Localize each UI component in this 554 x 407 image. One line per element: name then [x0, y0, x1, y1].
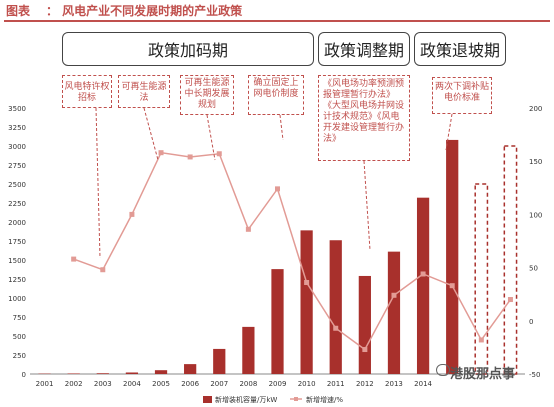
- policy-management-measures: 《风电场功率预测预报管理暂行办法》《大型风电场并网设计技术规范》《风电开发建设管…: [318, 75, 410, 161]
- policy-leader-line: [445, 113, 453, 151]
- policy-long-term-plan: 可再生能源中长期发展规划: [180, 75, 234, 115]
- y-tick-label: 1750: [8, 238, 26, 246]
- policy-leader-line: [143, 107, 159, 161]
- bar: [242, 326, 255, 374]
- x-tick-label: 2001: [36, 380, 54, 388]
- line-point: [187, 154, 193, 160]
- x-tick-label: 2003: [94, 380, 112, 388]
- y2-tick-label: 150: [529, 158, 542, 166]
- line-point: [129, 211, 135, 217]
- line-point: [333, 325, 339, 331]
- line-point: [391, 292, 397, 298]
- line-point: [449, 283, 455, 289]
- bar: [154, 370, 168, 374]
- y-tick-label: 2750: [8, 162, 26, 170]
- y-tick-label: 2000: [8, 219, 26, 227]
- line-point: [71, 256, 77, 262]
- bar: [184, 364, 197, 374]
- x-tick-label: 2010: [298, 380, 316, 388]
- bar: [358, 275, 371, 374]
- x-tick-label: 2008: [239, 380, 257, 388]
- line-point: [158, 150, 164, 156]
- watermark: 港股那点事: [450, 367, 516, 382]
- y-tick-label: 0: [22, 371, 26, 379]
- policy-leader-line: [95, 107, 101, 259]
- x-tick-label: 2006: [181, 380, 199, 388]
- x-tick-label: 2011: [327, 380, 345, 388]
- figure-title: ： 风电产业不同发展时期的产业政策: [46, 4, 243, 18]
- figure-label: 图表: [6, 4, 31, 18]
- line-point: [304, 279, 310, 285]
- policy-subsidy-cut: 两次下调补贴电价标准: [432, 77, 492, 114]
- y-tick-label: 1500: [8, 257, 26, 265]
- x-tick-label: 2012: [356, 380, 374, 388]
- y-tick-label: 2250: [8, 200, 26, 208]
- y-tick-label: 3500: [8, 105, 26, 113]
- line-point: [420, 271, 426, 277]
- projected-bar: [474, 183, 489, 375]
- policy-renewable-energy-law: 可再生能源法: [118, 75, 170, 108]
- policy-leader-line: [206, 114, 216, 161]
- bar: [446, 139, 459, 374]
- bar: [96, 373, 109, 374]
- line-point: [245, 226, 251, 232]
- wechat-icon: [436, 364, 450, 376]
- bar: [416, 197, 430, 374]
- bar: [300, 230, 313, 374]
- y-tick-label: 3000: [8, 143, 26, 151]
- projected-bar: [503, 145, 518, 375]
- bar: [67, 373, 80, 374]
- legend-bar-swatch: [203, 396, 212, 403]
- line-point: [216, 151, 222, 157]
- x-tick-label: 2014: [414, 380, 432, 388]
- line-point: [100, 267, 106, 273]
- y-tick-label: 1250: [8, 276, 26, 284]
- bar: [271, 269, 284, 374]
- y-tick-label: 2500: [8, 181, 26, 189]
- policy-leader-line: [363, 160, 371, 251]
- x-tick-label: 2004: [123, 380, 141, 388]
- bar: [387, 251, 401, 374]
- y2-tick-label: 50: [529, 265, 538, 273]
- y-tick-label: 750: [13, 314, 26, 322]
- x-tick-label: 2013: [385, 380, 403, 388]
- line-point: [507, 297, 513, 303]
- header-rule: [4, 20, 550, 22]
- bar: [329, 240, 342, 374]
- x-tick-label: 2009: [269, 380, 287, 388]
- policy-concession-bidding: 风电特许权招标: [62, 75, 112, 108]
- line-point: [478, 337, 484, 343]
- phase-adjustment: 政策调整期: [318, 32, 410, 66]
- policy-fixed-feed-in-tariff: 确立固定上网电价制度: [248, 75, 304, 115]
- y2-tick-label: 200: [529, 105, 542, 113]
- legend-bar-label: 新增装机容量/万kW: [215, 395, 277, 404]
- y2-tick-label: -50: [529, 371, 540, 379]
- legend-line-marker: [294, 397, 298, 401]
- line-point: [362, 347, 368, 353]
- x-tick-label: 2002: [65, 380, 83, 388]
- x-tick-label: 2007: [210, 380, 228, 388]
- legend-line-label: 新增增速/%: [306, 395, 343, 404]
- y-tick-label: 1000: [8, 295, 26, 303]
- phase-expansion: 政策加码期: [62, 32, 314, 66]
- bar: [213, 348, 226, 374]
- policy-leader-line: [279, 114, 284, 141]
- phase-withdrawal: 政策退坡期: [414, 32, 506, 66]
- x-tick-label: 2005: [152, 380, 170, 388]
- y-tick-label: 500: [13, 333, 26, 341]
- y-tick-label: 250: [13, 352, 26, 360]
- y-tick-label: 3250: [8, 124, 26, 132]
- series-line: [73, 151, 512, 351]
- line-point: [275, 186, 280, 192]
- y2-tick-label: 0: [529, 318, 533, 326]
- bar: [125, 372, 139, 374]
- y2-tick-label: 100: [529, 211, 542, 219]
